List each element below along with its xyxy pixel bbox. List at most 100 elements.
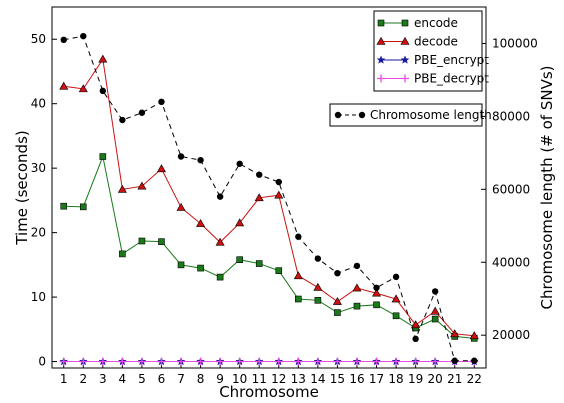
- data-point: [78, 84, 88, 93]
- x-tick-label: 3: [99, 372, 107, 386]
- data-point: [197, 264, 204, 272]
- data-point: [177, 357, 186, 366]
- data-point: [255, 260, 263, 267]
- data-point: [98, 54, 108, 63]
- data-point: [216, 273, 224, 281]
- data-point: [411, 357, 420, 366]
- series-line: [63, 57, 475, 337]
- left-axis-ticks: 0 10 20 30 40 50: [31, 32, 57, 369]
- x-tick-label: 4: [119, 372, 127, 386]
- legend-secondary: Chromosome length: [329, 103, 492, 127]
- data-point: [79, 203, 87, 211]
- data-point: [391, 294, 401, 303]
- x-tick-label: 11: [252, 372, 267, 386]
- data-point: [274, 357, 283, 366]
- data-point: [451, 357, 458, 364]
- data-point: [293, 271, 303, 280]
- data-point: [295, 233, 302, 240]
- data-point: [98, 357, 107, 366]
- data-point: [176, 202, 186, 211]
- legend-label: Chromosome length: [370, 108, 492, 122]
- data-point: [99, 153, 107, 160]
- x-tick-label: 12: [271, 372, 286, 386]
- data-point: [392, 273, 400, 281]
- data-point: [294, 357, 303, 366]
- y-tick-label: 30: [31, 161, 46, 175]
- data-point: [373, 284, 380, 291]
- data-point: [137, 357, 146, 366]
- x-tick-label: 5: [138, 372, 146, 386]
- legend-marker: [400, 36, 410, 45]
- x-tick-label: 10: [232, 372, 247, 386]
- x-tick-label: 17: [369, 372, 384, 386]
- data-point: [431, 357, 440, 366]
- data-point: [215, 237, 225, 246]
- x-tick-label: 8: [197, 372, 205, 386]
- y-axis-title: Time (seconds): [13, 130, 31, 246]
- data-point: [255, 357, 264, 366]
- data-point: [197, 156, 204, 164]
- data-point: [372, 357, 381, 366]
- data-point: [59, 357, 68, 366]
- data-point: [79, 357, 88, 366]
- y-tick-label: 50: [31, 32, 46, 46]
- x-tick-label: 20: [428, 372, 443, 386]
- data-point: [138, 109, 146, 116]
- x-tick-label: 19: [408, 372, 423, 386]
- data-point: [235, 357, 244, 366]
- right-axis-ticks: 20000 40000 60000 80000 100000: [481, 36, 538, 342]
- data-point: [353, 302, 361, 310]
- data-point: [119, 116, 126, 124]
- y2-tick-label: 80000: [492, 109, 530, 123]
- legend-label: PBE_decrypt: [414, 72, 489, 86]
- data-point: [177, 261, 185, 269]
- data-point: [137, 181, 147, 190]
- data-point: [314, 255, 322, 262]
- x-tick-label: 7: [177, 372, 185, 386]
- data-point: [392, 312, 400, 320]
- data-point: [431, 315, 439, 323]
- series-chromosome-length: [60, 32, 478, 364]
- series-decode: [59, 54, 479, 340]
- data-point: [275, 178, 282, 186]
- x-tick-label: 18: [388, 372, 403, 386]
- data-point: [412, 335, 419, 343]
- y2-tick-label: 100000: [492, 36, 538, 50]
- data-point: [158, 98, 165, 106]
- data-point: [275, 267, 283, 274]
- legend-marker: [401, 19, 409, 27]
- series-line: [63, 154, 475, 339]
- data-point: [99, 87, 107, 95]
- data-point: [80, 32, 87, 40]
- x-tick-label: 21: [447, 372, 462, 386]
- data-point: [235, 218, 245, 227]
- data-point: [313, 357, 322, 366]
- legend-marker: [401, 74, 409, 83]
- data-point: [119, 250, 126, 258]
- legend-marker: [376, 36, 386, 45]
- x-tick-label: 2: [79, 372, 87, 386]
- x-axis-ticks: 1 2 3 4 5 6 7 8 9 10 11 12 13 14 15 16 17 18 19 20 21 22: [60, 363, 482, 386]
- x-tick-label: 14: [310, 372, 325, 386]
- data-point: [177, 153, 185, 160]
- series-layer: [59, 32, 479, 366]
- x-axis-title: Chromosome: [219, 383, 319, 401]
- y2-tick-label: 60000: [492, 182, 530, 196]
- data-point: [59, 81, 69, 90]
- data-point: [332, 296, 342, 305]
- data-point: [411, 320, 421, 329]
- data-point: [392, 357, 401, 366]
- y-tick-label: 10: [31, 290, 46, 304]
- data-point: [158, 238, 165, 245]
- data-point: [117, 184, 127, 193]
- data-point: [352, 357, 361, 366]
- data-point: [254, 193, 264, 202]
- data-point: [372, 288, 382, 297]
- data-point: [196, 357, 205, 366]
- x-tick-label: 6: [158, 372, 166, 386]
- legend-label: decode: [414, 35, 458, 49]
- x-tick-label: 9: [216, 372, 224, 386]
- data-point: [314, 297, 322, 304]
- legend-box: [329, 103, 483, 127]
